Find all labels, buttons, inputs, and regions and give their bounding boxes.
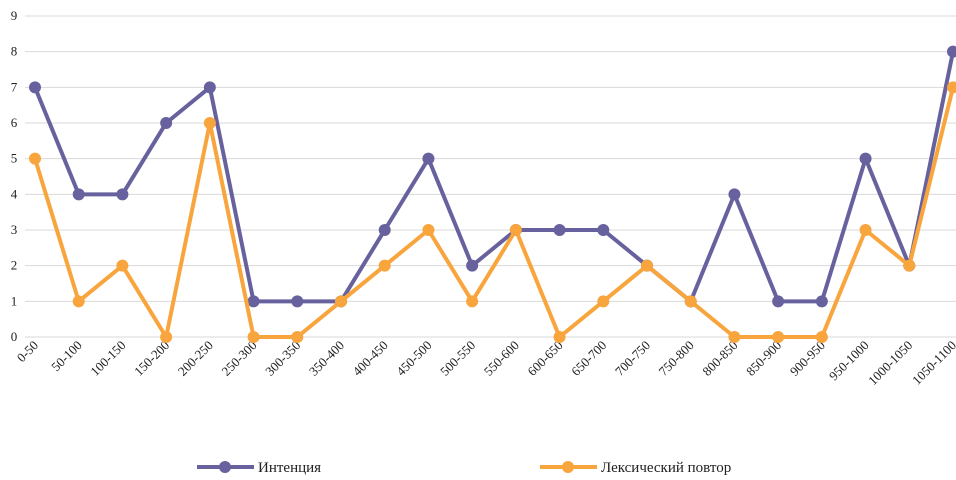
x-tick-label: 700-750 <box>612 338 653 379</box>
data-point <box>291 331 304 343</box>
data-point <box>378 259 391 272</box>
y-tick-label: 3 <box>11 222 18 237</box>
data-point <box>728 331 741 343</box>
x-tick-label: 300-350 <box>262 338 303 379</box>
series-line <box>33 51 955 304</box>
data-point <box>29 81 41 94</box>
x-tick-label: 550-600 <box>481 338 522 379</box>
data-point <box>684 295 697 308</box>
data-point <box>509 224 522 236</box>
data-point <box>903 259 916 272</box>
series-line <box>33 86 955 339</box>
y-tick-label: 5 <box>11 151 18 166</box>
x-tick-label: 850-900 <box>743 338 784 379</box>
legend-item: Интенция <box>197 460 321 476</box>
x-tick-label: 150-200 <box>131 338 172 379</box>
data-point <box>72 295 85 308</box>
x-tick-label: 250-300 <box>218 338 259 379</box>
data-point <box>728 188 741 201</box>
data-point <box>553 331 566 343</box>
x-tick-label: 350-400 <box>306 338 347 379</box>
data-point <box>815 331 828 343</box>
x-tick-label: 200-250 <box>175 338 216 379</box>
x-tick-label: 50-100 <box>48 338 85 375</box>
data-point <box>29 152 41 165</box>
x-tick-label: 650-700 <box>568 338 609 379</box>
data-point <box>291 295 304 308</box>
data-point <box>203 81 216 94</box>
y-tick-label: 8 <box>11 44 18 59</box>
data-point <box>859 224 872 236</box>
data-point <box>553 224 566 236</box>
legend-label: Лексический повтор <box>601 460 731 476</box>
data-point <box>422 224 435 236</box>
x-tick-label: 1050-1100 <box>909 338 956 388</box>
data-point <box>72 188 85 201</box>
data-point <box>378 224 391 236</box>
x-tick-label: 400-450 <box>350 338 391 379</box>
data-point <box>772 295 785 308</box>
data-point <box>641 259 653 272</box>
data-point <box>947 45 956 58</box>
data-point <box>247 295 260 308</box>
x-tick-label: 1000-1050 <box>865 338 915 388</box>
data-point <box>160 117 173 129</box>
data-point <box>772 331 785 343</box>
data-point <box>116 259 129 272</box>
legend-marker <box>562 461 574 473</box>
data-point <box>597 224 610 236</box>
x-tick-label: 0-50 <box>14 338 41 365</box>
x-tick-label: 500-550 <box>437 338 478 379</box>
data-point <box>335 295 347 308</box>
x-tick-label: 750-800 <box>656 338 697 379</box>
legend-label: Интенция <box>258 460 321 476</box>
data-point <box>116 188 129 201</box>
data-point <box>597 295 610 308</box>
data-point <box>247 331 260 343</box>
data-point <box>947 81 956 94</box>
legend-item: Лексический повтор <box>540 460 731 476</box>
data-point <box>422 152 435 165</box>
data-point <box>203 117 216 129</box>
data-point <box>859 152 872 165</box>
legend-marker <box>219 461 231 473</box>
x-tick-label: 100-150 <box>87 338 128 379</box>
data-point <box>466 259 479 272</box>
x-tick-label: 900-950 <box>787 338 828 379</box>
data-point <box>160 331 173 343</box>
x-tick-label: 450-500 <box>393 338 434 379</box>
data-point <box>466 295 479 308</box>
y-tick-label: 9 <box>11 8 18 23</box>
y-tick-label: 2 <box>11 258 18 273</box>
y-tick-label: 0 <box>11 329 18 344</box>
y-tick-label: 6 <box>11 115 18 130</box>
y-tick-label: 1 <box>11 293 18 308</box>
x-tick-label: 600-650 <box>524 338 565 379</box>
data-point <box>815 295 828 308</box>
x-tick-label: 800-850 <box>699 338 740 379</box>
y-tick-label: 7 <box>11 79 18 94</box>
y-tick-label: 4 <box>11 186 18 201</box>
